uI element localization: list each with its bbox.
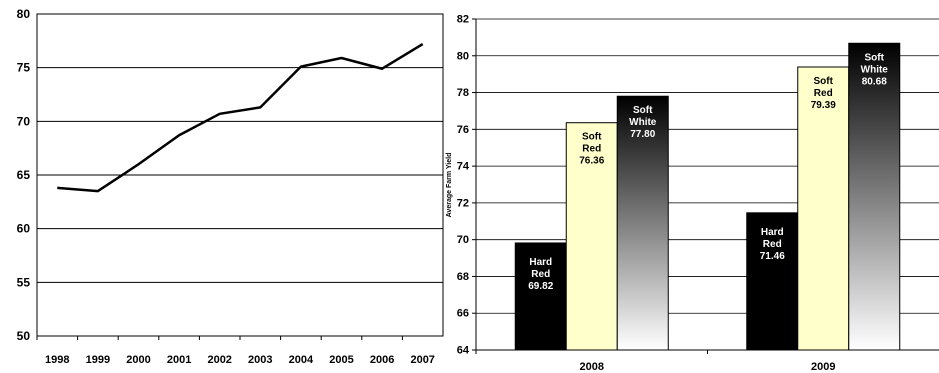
bar-value-label: 79.39 <box>811 100 836 111</box>
x-tick-label: 2000 <box>126 354 150 366</box>
y-tick-label: 68 <box>457 271 469 283</box>
x-tick-label: 2001 <box>167 354 191 366</box>
y-tick-label: 65 <box>17 168 31 182</box>
bar-chart-plot: 64 66 68 70 72 74 76 78 80 82 Average Farm Yield 20… <box>446 14 939 373</box>
y-tick-label: 64 <box>457 345 470 357</box>
bar-series-label: Soft <box>582 132 602 143</box>
bar-series-label: Red <box>582 144 601 155</box>
y-axis-label: Average Farm Yield <box>446 153 453 218</box>
y-tick-label: 66 <box>457 308 469 320</box>
bar-soft-red-2008 <box>565 122 618 351</box>
bar-value-label: 77.80 <box>630 129 655 140</box>
y-tick-label: 50 <box>17 329 31 343</box>
bar-series-label: Hard <box>529 257 552 268</box>
bar-value-label: 69.82 <box>528 281 553 292</box>
bar-series-label: Soft <box>633 105 653 116</box>
bar-series-label: Red <box>763 239 782 250</box>
y-tick-label: 60 <box>17 222 31 236</box>
y-tick-label: 72 <box>457 197 469 209</box>
x-tick-label: 2006 <box>370 354 394 366</box>
x-tick-label: 2009 <box>811 361 835 373</box>
y-tick-label: 80 <box>17 7 31 21</box>
x-tick-label: 1999 <box>86 354 110 366</box>
y-tick-label: 82 <box>457 14 469 26</box>
bar-series-label: Red <box>531 269 550 280</box>
y-tick-label: 78 <box>457 87 469 99</box>
y-tick-label: 76 <box>457 124 469 136</box>
bar-soft-white-2009 <box>848 42 901 351</box>
y-tick-label: 70 <box>457 234 469 246</box>
bar-series-label: Red <box>814 88 833 99</box>
series-line <box>57 42 424 193</box>
y-tick-label: 75 <box>17 61 31 75</box>
bar-value-label: 76.36 <box>579 156 604 167</box>
x-tick-label: 1998 <box>45 354 69 366</box>
bar-hard-red-2009 <box>746 212 799 351</box>
bar-series-label: White <box>629 117 657 128</box>
x-tick-label: 2004 <box>289 354 314 366</box>
bar-value-label: 80.68 <box>862 76 887 87</box>
bar-soft-red-2009 <box>797 66 850 351</box>
x-tick-label: 2002 <box>207 354 231 366</box>
line-chart-plot: 50 55 60 65 70 75 80 1998 1999 2000 2001 2002 2003 20… <box>17 7 444 366</box>
x-tick-label: 2005 <box>329 354 353 366</box>
x-tick-label: 2007 <box>410 354 434 366</box>
x-tick-label: 2003 <box>248 354 272 366</box>
x-tick-label: 2008 <box>580 361 604 373</box>
bar-series-label: Hard <box>761 227 784 238</box>
bar-soft-white-2008 <box>616 95 669 351</box>
y-tick-label: 70 <box>17 114 31 128</box>
bar-series-label: White <box>861 64 889 75</box>
bar-series-label: Soft <box>814 76 834 87</box>
y-tick-label: 55 <box>17 275 31 289</box>
y-tick-label: 74 <box>457 161 470 173</box>
bar-value-label: 71.46 <box>760 251 785 262</box>
y-tick-label: 80 <box>457 50 469 62</box>
bar-series-label: Soft <box>865 52 885 63</box>
